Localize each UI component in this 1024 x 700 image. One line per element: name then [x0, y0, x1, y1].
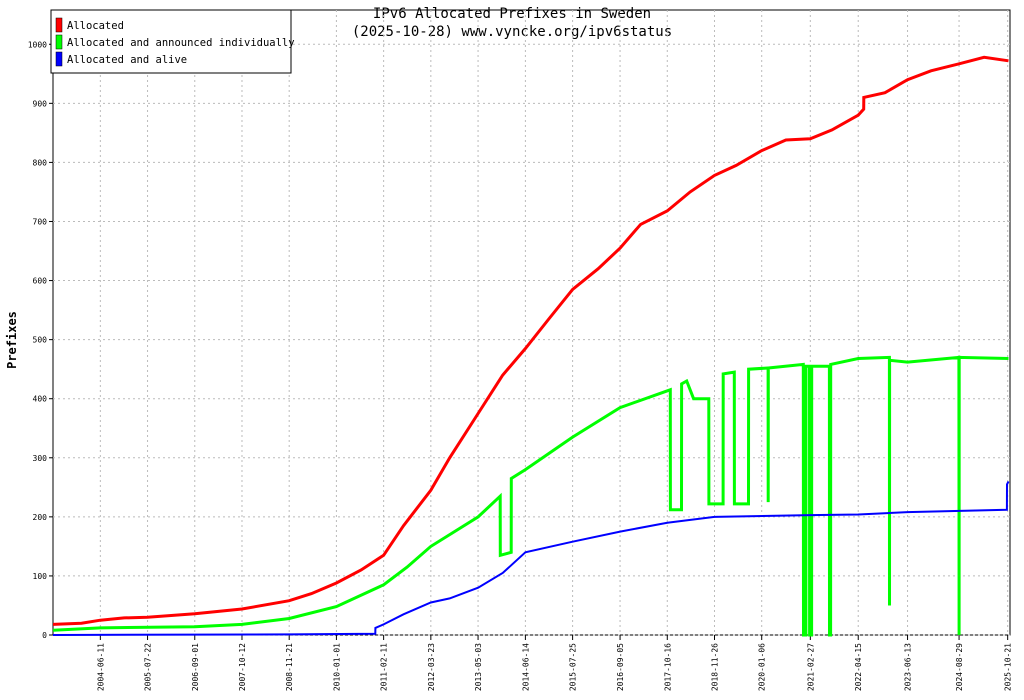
x-tick-label: 2007-10-12 [238, 643, 247, 691]
y-tick-label: 900 [33, 99, 48, 108]
y-tick-label: 300 [33, 454, 48, 463]
x-tick-label: 2017-10-16 [663, 643, 672, 691]
x-tick-label: 2008-11-21 [285, 643, 294, 691]
y-tick-label: 0 [42, 631, 47, 640]
legend-swatch [55, 51, 63, 67]
chart-subtitle: (2025-10-28) www.vyncke.org/ipv6status [352, 24, 672, 40]
x-tick-label: 2011-02-11 [380, 643, 389, 691]
series-line [52, 480, 1010, 636]
x-tick-label: 2020-01-06 [758, 643, 767, 691]
y-tick-label: 1000 [28, 40, 47, 49]
y-tick-label: 400 [33, 395, 48, 404]
x-tick-label: 2016-09-05 [616, 643, 625, 691]
x-tick-label: 2023-06-13 [904, 643, 913, 691]
x-tick-label: 2018-11-26 [710, 643, 719, 691]
legend-box [50, 9, 292, 74]
x-tick-label: 2005-07-22 [144, 643, 153, 691]
legend-label: Allocated and alive [67, 54, 187, 66]
series-line [52, 55, 1009, 626]
y-axis-label: Prefixes [5, 311, 19, 369]
legend-swatch [55, 17, 63, 33]
legend-label: Allocated [67, 20, 124, 32]
x-tick-label: 2012-03-23 [427, 643, 436, 691]
x-tick-label: 2010-01-01 [332, 643, 341, 691]
legend-swatch [55, 34, 63, 50]
series-line [52, 355, 1009, 637]
y-tick-label: 500 [33, 336, 48, 345]
x-tick-label: 2025-10-21 [1004, 643, 1013, 691]
x-tick-label: 2022-04-15 [854, 643, 863, 691]
legend-label: Allocated and announced individually [67, 37, 295, 49]
y-tick-label: 100 [33, 572, 48, 581]
x-tick-label: 2024-08-29 [955, 643, 964, 691]
x-tick-label: 2015-07-25 [569, 643, 578, 691]
y-tick-label: 200 [33, 513, 48, 522]
y-tick-label: 800 [33, 158, 48, 167]
y-tick-label: 600 [33, 277, 48, 286]
plot-area [52, 9, 1011, 636]
x-tick-label: 2014-06-14 [521, 643, 530, 691]
chart-title: IPv6 Allocated Prefixes in Sweden [373, 6, 651, 22]
x-tick-label: 2021-02-27 [806, 643, 815, 691]
x-tick-label: 2004-06-11 [96, 643, 105, 691]
y-tick-label: 700 [33, 217, 48, 226]
x-tick-label: 2006-09-01 [191, 643, 200, 691]
x-tick-label: 2013-05-03 [474, 643, 483, 691]
